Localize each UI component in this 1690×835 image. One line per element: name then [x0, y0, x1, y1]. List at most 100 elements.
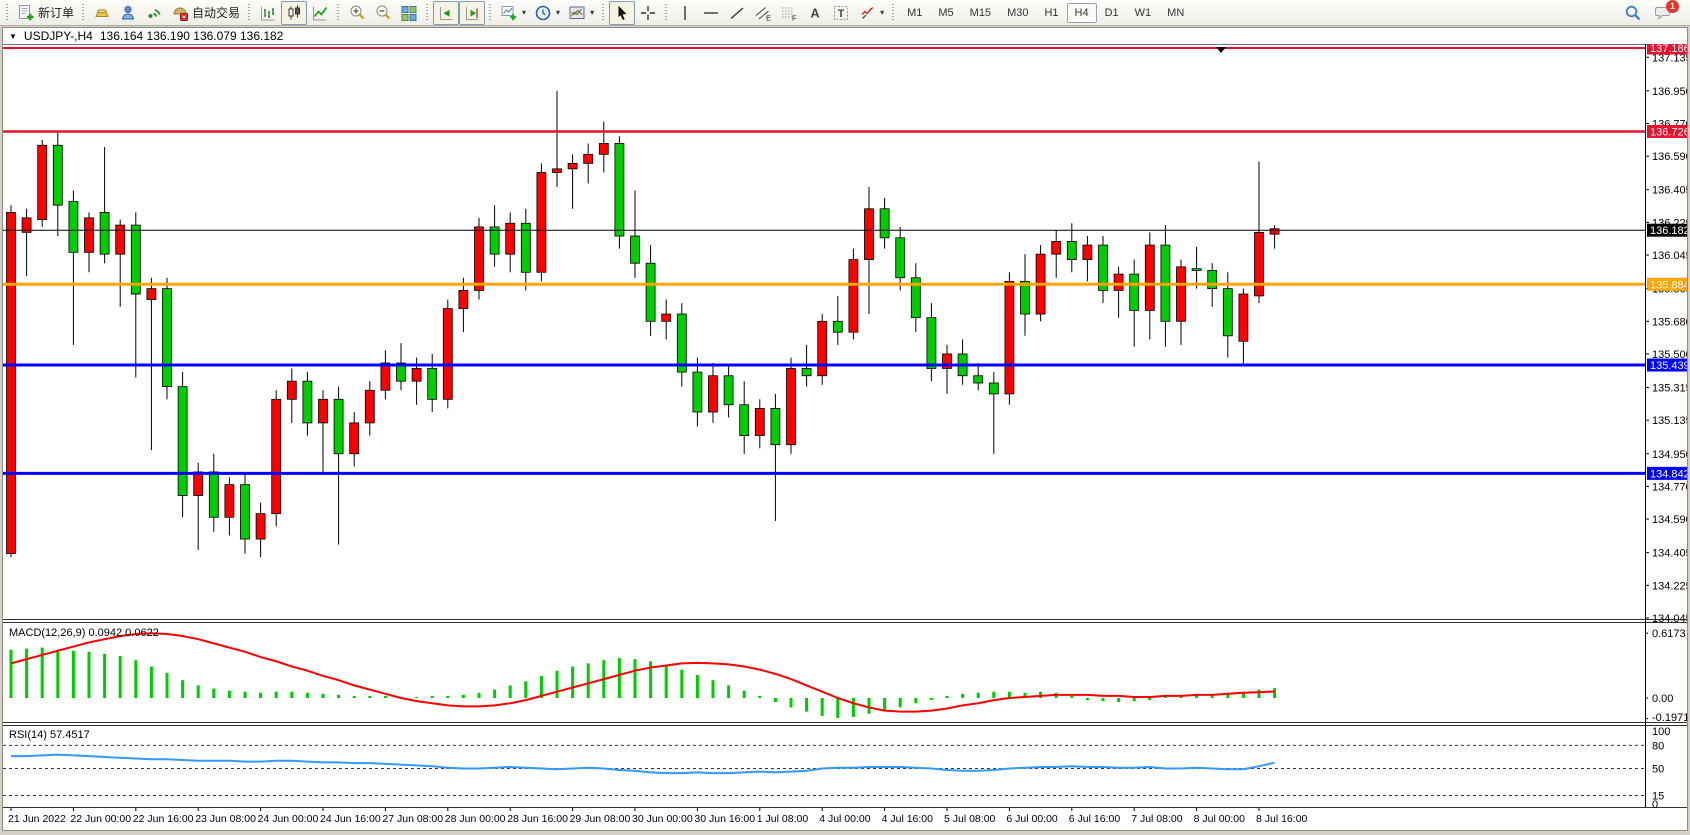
chart-collapse-icon[interactable]: ▼ — [9, 31, 17, 41]
svg-text:134.842: 134.842 — [1650, 468, 1687, 480]
auto-trading-button[interactable]: 自动交易 — [167, 1, 244, 25]
svg-text:28 Jun 00:00: 28 Jun 00:00 — [445, 813, 506, 825]
chevron-down-icon[interactable]: ▾ — [556, 8, 561, 17]
rsi-pane[interactable]: RSI(14) 57.4517 100 80 50 150 — [3, 726, 1670, 811]
svg-text:7 Jul 08:00: 7 Jul 08:00 — [1131, 813, 1183, 825]
svg-text:15: 15 — [1652, 790, 1664, 802]
svg-text:0.6173: 0.6173 — [1652, 628, 1686, 640]
signals-button[interactable] — [141, 1, 167, 25]
new-order-button[interactable]: 新订单 — [13, 1, 78, 25]
autoscroll-icon — [440, 6, 453, 20]
toolbar-group: ▾ ▾ ▾ — [485, 0, 598, 26]
svg-text:28 Jun 16:00: 28 Jun 16:00 — [507, 813, 568, 825]
chart-shift-button[interactable] — [459, 0, 486, 25]
svg-text:30 Jun 16:00: 30 Jun 16:00 — [694, 813, 755, 825]
chart-ohlc-values: 136.164 136.190 136.079 136.182 — [99, 29, 284, 43]
svg-text:50: 50 — [1652, 764, 1664, 776]
timeframe-m30-button[interactable]: M30 — [1007, 6, 1029, 19]
price-badge: 135.439 — [1647, 358, 1687, 372]
new-order-icon — [19, 4, 34, 20]
notifications-button[interactable]: 1 — [1654, 0, 1679, 22]
chart-header: ▼ USDJPY-,H4 136.164 136.190 136.079 136… — [3, 28, 1687, 44]
text-button[interactable]: A — [802, 1, 828, 25]
cursor-button[interactable] — [609, 0, 636, 25]
zoom-in-button[interactable] — [344, 1, 370, 25]
timeframe-h1-button[interactable]: H1 — [1044, 6, 1059, 19]
cursor-icon — [618, 5, 627, 20]
auto-scroll-button[interactable] — [433, 0, 460, 25]
time-axis[interactable]: 21 Jun 2022 22 Jun 00:00 22 Jun 16:00 23 Ju… — [8, 808, 1308, 825]
profiles-button[interactable]: ▾ — [530, 1, 564, 25]
clock-icon — [535, 5, 551, 20]
horizontal-line-button[interactable] — [698, 1, 724, 25]
timeframe-w1-button[interactable]: W1 — [1134, 6, 1152, 19]
svg-text:22 Jun 16:00: 22 Jun 16:00 — [133, 813, 194, 825]
arrows-button[interactable]: ▾ — [854, 1, 888, 25]
svg-text:5 Jul 08:00: 5 Jul 08:00 — [944, 813, 996, 825]
tile-windows-button[interactable] — [396, 1, 422, 25]
search-button[interactable] — [1624, 4, 1642, 22]
toolbar-group: 新订单 — [2, 0, 78, 26]
zoom-out-icon — [376, 5, 391, 19]
svg-text:A: A — [811, 6, 820, 20]
candlestick-series[interactable] — [6, 90, 1280, 558]
svg-text:136.045: 136.045 — [1652, 250, 1687, 262]
toolbar-group — [598, 0, 661, 26]
vertical-line-button[interactable] — [672, 1, 698, 25]
timeframe-m5-button[interactable]: M5 — [938, 6, 954, 19]
svg-text:134.590: 134.590 — [1652, 514, 1687, 526]
market-watch-button[interactable] — [89, 1, 115, 25]
timeframe-d1-button[interactable]: D1 — [1104, 6, 1119, 19]
timeframe-m1-button[interactable]: M1 — [907, 6, 923, 19]
chevron-down-icon[interactable]: ▾ — [590, 8, 595, 17]
price-badge: 137.186 — [1647, 44, 1687, 55]
svg-text:100: 100 — [1652, 726, 1670, 738]
svg-text:135.884: 135.884 — [1650, 279, 1687, 291]
macd-pane[interactable]: MACD(12,26,9) 0.0942 0.0622 0.6173 0.00 -0.… — [9, 627, 1687, 724]
gold-icon — [95, 8, 109, 17]
notification-badge: 1 — [1666, 0, 1679, 13]
chart-canvas[interactable]: 137.135136.950136.770136.590136.405136.2… — [3, 44, 1687, 830]
templates-button[interactable]: ▾ — [564, 1, 598, 25]
fibo-icon: F — [782, 7, 797, 22]
svg-text:135.680: 135.680 — [1652, 316, 1687, 328]
price-badge: 136.182 — [1647, 223, 1687, 237]
chartshift-icon — [466, 6, 479, 20]
arrows-icon — [861, 6, 874, 19]
bars-icon — [261, 6, 275, 20]
bar-chart-button[interactable] — [255, 1, 281, 25]
chevron-down-icon[interactable]: ▾ — [880, 8, 885, 17]
template-icon — [569, 6, 585, 19]
svg-text:135.315: 135.315 — [1652, 383, 1687, 395]
svg-text:24 Jun 16:00: 24 Jun 16:00 — [320, 813, 381, 825]
crosshair-button[interactable] — [635, 1, 661, 25]
line-chart-button[interactable] — [307, 1, 333, 25]
svg-text:0: 0 — [1652, 799, 1658, 811]
equidistant-channel-button[interactable]: E — [750, 1, 776, 25]
svg-text:134.225: 134.225 — [1652, 580, 1687, 592]
timeframe-h4-button[interactable]: H4 — [1066, 2, 1097, 23]
timeframe-m15-button[interactable]: M15 — [969, 6, 992, 19]
svg-text:135.439: 135.439 — [1650, 360, 1687, 372]
chart-symbol-period: USDJPY-,H4 — [23, 29, 93, 43]
chart-shift-marker[interactable] — [1216, 47, 1226, 53]
text-label-button[interactable]: T — [828, 1, 854, 25]
trendline-button[interactable] — [724, 1, 750, 25]
svg-text:135.135: 135.135 — [1652, 415, 1687, 427]
svg-text:136.405: 136.405 — [1652, 185, 1687, 197]
new-chart-button[interactable]: ▾ — [496, 1, 530, 25]
fibonacci-button[interactable]: F — [776, 1, 802, 25]
toolbar-group: E F A T ▾ — [661, 0, 888, 26]
timeframe-mn-button[interactable]: MN — [1167, 6, 1185, 19]
toolbar-right: 1 — [1624, 0, 1688, 22]
toolbar-group — [244, 0, 333, 26]
candles-icon — [288, 5, 301, 19]
svg-text:E: E — [766, 13, 771, 22]
candlestick-chart-button[interactable] — [281, 0, 308, 25]
chevron-down-icon[interactable]: ▾ — [522, 8, 527, 17]
svg-text:27 Jun 08:00: 27 Jun 08:00 — [382, 813, 443, 825]
svg-text:F: F — [792, 13, 797, 22]
chart-window[interactable]: ▼ USDJPY-,H4 136.164 136.190 136.079 136… — [2, 27, 1688, 831]
zoom-out-button[interactable] — [370, 1, 396, 25]
data-window-button[interactable] — [115, 1, 141, 25]
